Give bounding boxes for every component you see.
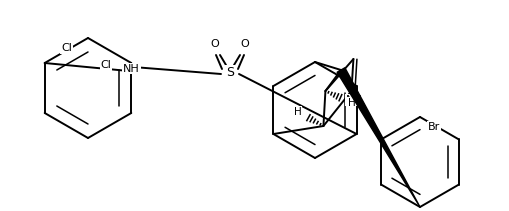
Text: O: O — [211, 39, 219, 49]
Text: H: H — [294, 107, 301, 117]
Polygon shape — [337, 68, 420, 207]
Text: Cl: Cl — [61, 43, 72, 53]
Text: S: S — [226, 65, 234, 78]
Text: O: O — [241, 39, 249, 49]
Text: Br: Br — [428, 122, 440, 132]
Text: NH: NH — [123, 64, 140, 73]
Text: Cl: Cl — [100, 60, 111, 70]
Text: H: H — [348, 98, 355, 108]
Text: NH: NH — [346, 95, 363, 105]
